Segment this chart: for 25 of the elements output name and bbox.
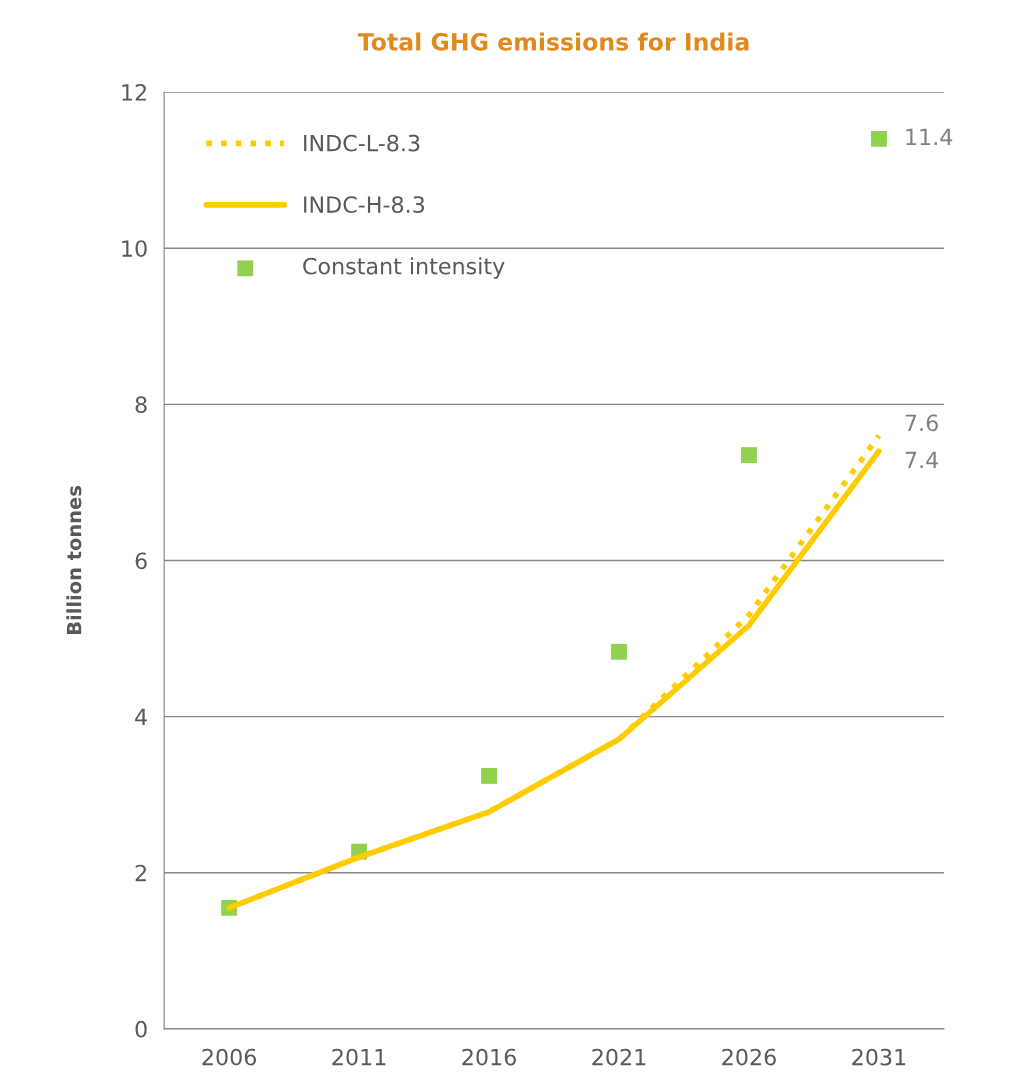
chart-title: Total GHG emissions for India	[357, 32, 749, 51]
data-label: 7.6	[905, 414, 938, 432]
point	[611, 643, 627, 660]
y-tick-label: 10	[122, 240, 147, 257]
legend-label: Constant intensity	[303, 257, 505, 279]
data-label: 7.4	[905, 451, 939, 469]
x-tick-label: 2021	[592, 1048, 646, 1066]
y-tick-label: 8	[135, 396, 147, 414]
point	[741, 447, 757, 463]
legend-label: INDC-H-8.3	[304, 196, 425, 213]
y-tick-label: 2	[135, 864, 146, 882]
x-tick-label: 2031	[852, 1048, 906, 1066]
y-tick-label: 12	[122, 84, 146, 101]
y-tick-label: 0	[135, 1020, 147, 1038]
point	[871, 130, 887, 147]
x-tick-label: 2011	[332, 1048, 386, 1066]
x-tick-label: 2006	[202, 1048, 257, 1066]
data-label: 11.4	[906, 128, 953, 146]
y-tick-label: 6	[135, 552, 147, 570]
point	[481, 768, 497, 784]
legend-label: INDC-L-8.3	[304, 134, 420, 152]
y-tick-label: 4	[135, 708, 147, 726]
y-axis-title: Billion tonnes	[66, 486, 82, 634]
x-tick-label: 2016	[462, 1048, 516, 1066]
x-tick-label: 2026	[722, 1048, 776, 1066]
